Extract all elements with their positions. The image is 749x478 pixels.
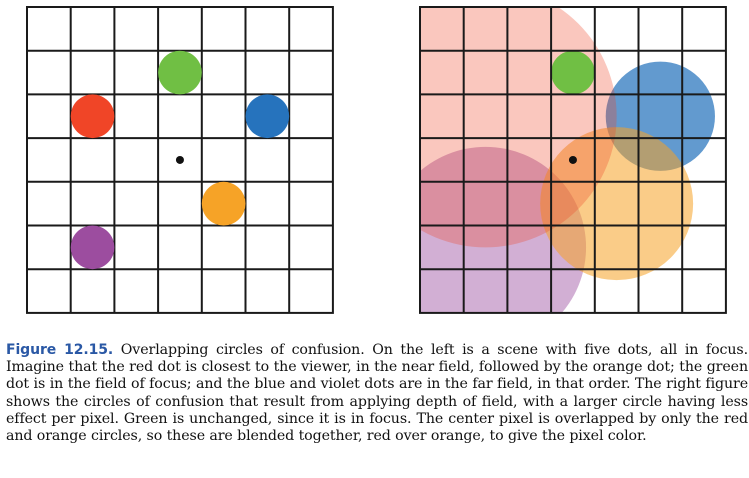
figure-caption: Figure 12.15. Overlapping circles of con… [6,342,748,445]
center-pixel-dot [568,155,577,164]
figure-label: Figure 12.15. [6,342,114,358]
center-pixel-dot [175,155,184,164]
right-center-dot [568,155,577,164]
right-grid [419,6,727,314]
left-in-focus-figure [26,6,334,314]
right-circles-of-confusion-figure [419,6,727,314]
orange-dot [201,181,246,226]
right-grid-border [419,6,727,314]
green-circle-of-confusion [551,50,595,95]
orange-circle-of-confusion [540,127,694,281]
left-grid [26,6,334,314]
red-dot [70,94,115,139]
blue-dot [245,94,290,139]
figure-caption-text: Overlapping circles of confusion. On the… [6,342,748,445]
violet-dot [70,225,115,270]
green-dot [158,50,202,95]
left-grid-border [26,6,334,314]
right-circles [420,7,715,313]
left-dots [70,50,290,270]
